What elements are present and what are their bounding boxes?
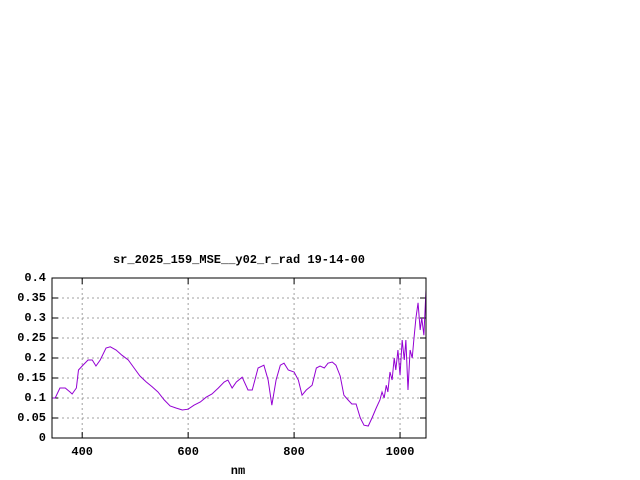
y-tick-label: 0.2: [24, 351, 46, 365]
y-tick-label: 0.4: [24, 271, 46, 285]
data-line: [52, 289, 427, 427]
x-tick-label: 400: [71, 445, 93, 459]
x-axis-label: nm: [231, 464, 245, 478]
x-tick-label: 600: [177, 445, 199, 459]
y-tick-label: 0.05: [17, 411, 46, 425]
y-tick-label: 0: [39, 431, 46, 445]
x-tick-label: 1000: [386, 445, 415, 459]
y-tick-label: 0.3: [24, 311, 46, 325]
y-tick-label: 0.15: [17, 371, 46, 385]
y-tick-label: 0.25: [17, 331, 46, 345]
y-tick-label: 0.35: [17, 291, 46, 305]
y-tick-label: 0.1: [24, 391, 46, 405]
plot-border: [51, 277, 427, 439]
x-tick-label: 800: [283, 445, 305, 459]
chart-title: sr_2025_159_MSE__y02_r_rad 19-14-00: [113, 253, 365, 267]
